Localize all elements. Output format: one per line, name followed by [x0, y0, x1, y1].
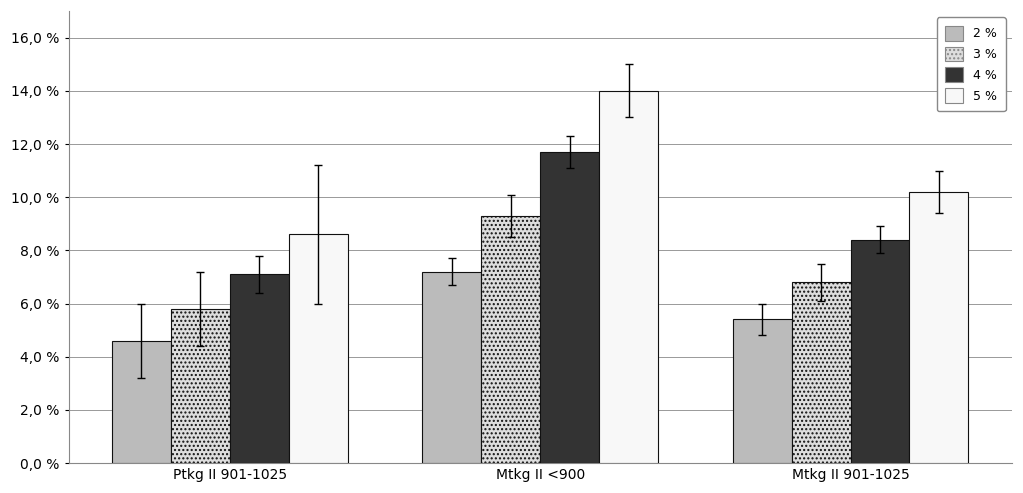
Bar — [909, 192, 969, 463]
Bar — [422, 272, 481, 463]
Bar — [732, 319, 792, 463]
Bar — [599, 91, 658, 463]
Bar — [112, 341, 171, 463]
Legend: 2 %, 3 %, 4 %, 5 %: 2 %, 3 %, 4 %, 5 % — [937, 17, 1006, 111]
Bar — [230, 274, 288, 463]
Bar — [540, 152, 599, 463]
Bar — [288, 234, 348, 463]
Bar — [850, 240, 909, 463]
Bar — [792, 282, 850, 463]
Bar — [481, 216, 540, 463]
Bar — [171, 309, 230, 463]
